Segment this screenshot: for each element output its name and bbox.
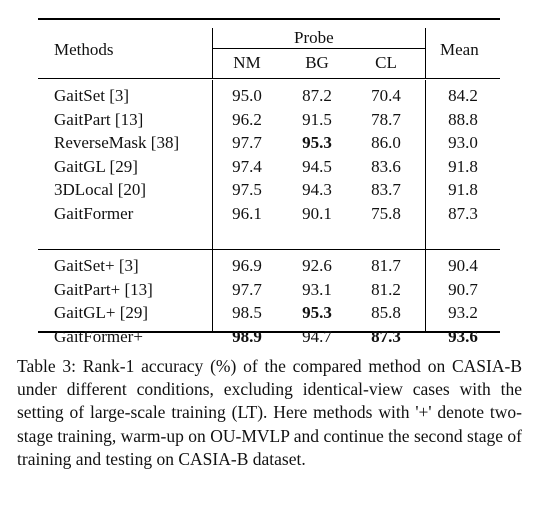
bg-value: 95.3 (302, 303, 332, 323)
vline-right-body2 (425, 250, 426, 331)
nm-value: 95.0 (232, 86, 262, 105)
nm-value: 96.1 (232, 204, 262, 223)
nm-value: 97.7 (232, 279, 262, 299)
top-rule (38, 18, 500, 20)
mean-value: 90.7 (448, 279, 478, 299)
cl-value: 83.6 (371, 156, 401, 176)
vline-left-body (212, 80, 213, 249)
mean-value: 93.2 (448, 303, 478, 323)
table-caption: Table 3: Rank-1 accuracy (%) of the comp… (17, 356, 522, 469)
bg-value: 87.2 (302, 86, 332, 105)
bg-value: 93.1 (302, 279, 332, 299)
nm-value: 96.9 (232, 256, 262, 275)
mean-value: 87.3 (448, 204, 478, 223)
bg-value: 92.6 (302, 256, 332, 275)
method-name: GaitGL+ [29] (54, 303, 149, 323)
bg-value: 94.5 (302, 156, 332, 176)
vline-right (425, 28, 426, 78)
bg-value: 95.3 (302, 133, 332, 153)
header-rule (38, 78, 500, 79)
mean-value: 88.8 (448, 109, 478, 129)
nm-value: 97.5 (232, 180, 262, 200)
method-name: GaitGL [29] (54, 156, 138, 176)
bg-value: 94.7 (302, 326, 332, 346)
header-bg: BG (305, 53, 329, 72)
cl-value: 85.8 (371, 303, 401, 323)
cl-value: 86.0 (371, 133, 401, 153)
header-cl: CL (375, 53, 397, 72)
method-name: GaitPart [13] (54, 109, 144, 129)
group-rule (38, 249, 500, 250)
mean-value: 91.8 (448, 180, 478, 200)
bg-value: 94.3 (302, 180, 332, 200)
cl-value: 70.4 (371, 86, 401, 105)
vline-left (212, 28, 213, 78)
cl-value: 81.2 (371, 279, 401, 299)
mean-value: 84.2 (448, 86, 478, 105)
cl-value: 81.7 (371, 256, 401, 275)
method-name: ReverseMask [38] (54, 133, 180, 153)
vline-left-body2 (212, 250, 213, 331)
header-mean: Mean (440, 40, 479, 59)
nm-value: 97.4 (232, 156, 262, 176)
bg-value: 90.1 (302, 204, 332, 223)
mean-value: 93.0 (448, 133, 478, 153)
probe-subrule (213, 48, 425, 49)
nm-value: 97.7 (232, 133, 262, 153)
cl-value: 87.3 (371, 326, 401, 346)
nm-value: 96.2 (232, 109, 262, 129)
cl-value: 78.7 (371, 109, 401, 129)
header-probe: Probe (294, 28, 334, 47)
mean-value: 93.6 (448, 326, 478, 346)
nm-value: 98.5 (232, 303, 262, 323)
mean-value: 91.8 (448, 156, 478, 176)
cl-value: 75.8 (371, 204, 401, 223)
method-name: GaitSet [3] (54, 86, 130, 105)
header-nm: NM (233, 53, 261, 72)
nm-value: 98.9 (232, 326, 262, 346)
method-name: GaitPart+ [13] (54, 279, 153, 299)
vline-right-body (425, 80, 426, 249)
header-methods: Methods (54, 40, 114, 59)
cl-value: 83.7 (371, 180, 401, 200)
mean-value: 90.4 (448, 256, 478, 275)
method-name: GaitFormer (54, 204, 134, 223)
bottom-rule (38, 331, 500, 333)
method-name: GaitFormer+ (54, 326, 143, 346)
bg-value: 91.5 (302, 109, 332, 129)
method-name: GaitSet+ [3] (54, 256, 139, 275)
method-name: 3DLocal [20] (54, 180, 147, 200)
